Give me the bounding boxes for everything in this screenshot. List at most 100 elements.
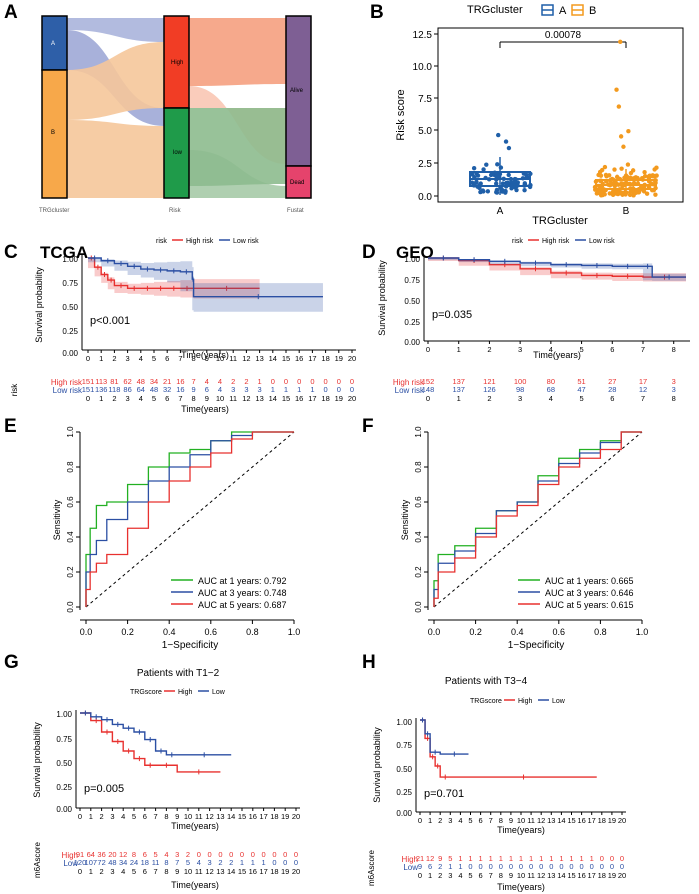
risk-count-low: 7: [175, 858, 179, 867]
jitter-point-a: [485, 189, 491, 194]
table-xtick: 15: [282, 394, 290, 403]
xtick-label: 4: [121, 812, 125, 821]
km-t34-legend-title: TRGscore: [470, 698, 502, 705]
km-t12-row-high: High: [62, 851, 78, 860]
jitter-point-a: [522, 181, 528, 186]
xtick-label: 2: [438, 816, 442, 825]
km-t12-xlabel: Time(years): [171, 821, 219, 831]
risk-count-low: 9: [192, 385, 196, 394]
box-xtick-b: B: [623, 206, 630, 217]
km-tcga-ytick-2: 0.50: [62, 303, 78, 312]
km-t12-table-xlabel: Time(years): [171, 880, 219, 890]
table-xtick: 15: [567, 871, 575, 880]
flow-low-dead: [189, 150, 286, 198]
table-xtick: 1: [428, 871, 432, 880]
box-legend-b: B: [589, 5, 596, 17]
risk-count-high: 0: [251, 850, 255, 859]
km-curve-low: [80, 712, 232, 756]
jitter-point-b: [602, 164, 608, 170]
risk-count-low: 72: [97, 858, 105, 867]
table-xtick: 0: [86, 394, 90, 403]
km-t34-plot: [420, 717, 597, 780]
jitter-point-b: [654, 165, 659, 170]
risk-count-low: 0: [559, 862, 563, 871]
km-geo-ytick-2: 0.50: [404, 297, 420, 306]
km-tcga-panel: TCGA risk High risk Low risk 1.00 0.75 0…: [10, 238, 356, 414]
risk-count-high: 0: [310, 377, 314, 386]
risk-count-high: 0: [271, 377, 275, 386]
risk-count-low: 48: [108, 858, 116, 867]
table-xtick: 12: [537, 871, 545, 880]
table-xtick: 8: [499, 871, 503, 880]
km-t12-legend-high: High: [178, 689, 193, 696]
risk-count-low: 1: [271, 385, 275, 394]
jitter-point-b: [653, 192, 658, 197]
jitter-point-b: [642, 173, 648, 179]
xtick-label: 5: [468, 816, 472, 825]
boxplot-panel: TRGcluster A B 0.0 2.5 5.0 7.5 10.0 12.5…: [395, 4, 684, 227]
table-xtick: 20: [618, 871, 626, 880]
risk-count-high: 0: [262, 850, 266, 859]
panel-label-b: B: [370, 2, 384, 23]
km-tcga-ytick-1: 0.25: [62, 327, 78, 336]
box-ytick-3: 7.5: [418, 94, 432, 105]
node-b: [41, 69, 68, 199]
risk-count-low: 151: [82, 385, 95, 394]
risk-count-low: 1: [458, 862, 462, 871]
roc-ytick-label: 0.6: [414, 496, 423, 508]
risk-count-high: 0: [350, 377, 354, 386]
table-xtick: 4: [121, 867, 125, 876]
risk-count-low: 0: [610, 862, 614, 871]
risk-count-high: 0: [600, 854, 604, 863]
km-t34-table-xlabel: Time(years): [497, 882, 545, 892]
risk-count-high: 1: [559, 854, 563, 863]
jitter-point-a: [475, 173, 481, 178]
box-ytick-4: 10.0: [413, 62, 433, 73]
roc-xtick-label: 1.0: [636, 627, 649, 637]
km-t12-ylabel: Survival probability: [32, 722, 42, 798]
km-t34-ytick-4: 1.00: [396, 718, 412, 727]
jitter-point-b: [598, 191, 604, 197]
km-t34-row-high: High: [402, 855, 418, 864]
xtick-label: 17: [308, 354, 316, 363]
jitter-point-a: [470, 172, 475, 177]
km-tcga-legend-low: Low risk: [233, 238, 259, 245]
risk-count-high: 1: [468, 854, 472, 863]
risk-count-low: 0: [294, 858, 298, 867]
risk-count-low: 1: [251, 858, 255, 867]
risk-count-high: 113: [95, 377, 107, 386]
jitter-point-b: [619, 190, 624, 196]
xtick-label: 0: [418, 816, 422, 825]
risk-count-high: 0: [240, 850, 244, 859]
table-xtick: 2: [100, 867, 104, 876]
outlier-point-b: [621, 144, 626, 149]
xtick-label: 19: [608, 816, 616, 825]
node-high-label: High: [171, 60, 183, 66]
risk-count-high: 0: [208, 850, 212, 859]
jitter-point-b: [599, 167, 605, 173]
panel-label-h: H: [362, 652, 376, 673]
table-xtick: 5: [579, 394, 583, 403]
km-tcga-xlabel: Time(years): [181, 350, 229, 360]
jitter-point-a: [474, 179, 479, 185]
xtick-label: 18: [321, 354, 329, 363]
table-xtick: 3: [110, 867, 114, 876]
xtick-label: 15: [567, 816, 575, 825]
km-t34-panel: Patients with T3−4 TRGscore High Low 1.0…: [367, 676, 626, 892]
jitter-point-a: [495, 162, 500, 167]
jitter-point-b: [610, 192, 616, 198]
table-xtick: 12: [205, 867, 213, 876]
km-curve-high: [80, 712, 221, 773]
roc-xtick-label: 0.8: [594, 627, 607, 637]
xtick-label: 15: [282, 354, 290, 363]
outlier-point-b: [618, 39, 623, 44]
risk-count-low: 0: [590, 862, 594, 871]
box-jitter-points: [469, 39, 659, 198]
xtick-label: 13: [255, 354, 263, 363]
jitter-point-b: [650, 173, 655, 178]
risk-count-high: 81: [110, 377, 118, 386]
risk-count-low: 6: [428, 862, 432, 871]
xtick-label: 12: [205, 812, 213, 821]
